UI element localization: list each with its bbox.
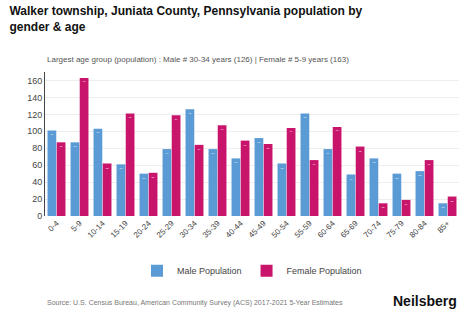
svg-text:25-29: 25-29 — [155, 218, 176, 239]
svg-text:70-74: 70-74 — [362, 218, 383, 239]
svg-text:160: 160 — [27, 76, 42, 86]
svg-text:35-39: 35-39 — [201, 218, 222, 239]
svg-text:80-84: 80-84 — [408, 218, 429, 239]
svg-text:85: 85 — [267, 147, 270, 150]
svg-text:15: 15 — [442, 206, 445, 209]
svg-text:50: 50 — [143, 177, 146, 180]
svg-text:103: 103 — [97, 132, 100, 133]
svg-text:66: 66 — [428, 163, 431, 166]
svg-text:120: 120 — [27, 110, 42, 120]
svg-text:121: 121 — [304, 117, 307, 118]
svg-text:15: 15 — [382, 206, 385, 209]
svg-text:60-64: 60-64 — [316, 218, 337, 239]
svg-text:79: 79 — [166, 152, 169, 155]
svg-text:79: 79 — [327, 152, 330, 155]
svg-text:Source: U.S. Census Bureau, Am: Source: U.S. Census Bureau, American Com… — [47, 299, 343, 307]
svg-text:104: 104 — [290, 131, 293, 132]
svg-text:100: 100 — [27, 126, 42, 136]
svg-text:50-54: 50-54 — [270, 218, 291, 239]
svg-text:119: 119 — [175, 118, 178, 120]
svg-text:65-69: 65-69 — [339, 218, 360, 239]
svg-text:80: 80 — [32, 143, 42, 153]
svg-text:84: 84 — [198, 148, 201, 151]
svg-text:50: 50 — [396, 177, 399, 180]
svg-text:92: 92 — [258, 141, 261, 144]
svg-text:Walker township, Juniata Count: Walker township, Juniata County, Pennsyl… — [9, 4, 362, 34]
svg-text:15-19: 15-19 — [109, 218, 130, 239]
svg-text:20-24: 20-24 — [132, 218, 153, 239]
svg-text:23: 23 — [451, 200, 454, 203]
svg-text:Largest age group (population): Largest age group (population) : Male # … — [47, 55, 349, 64]
svg-text:45-49: 45-49 — [247, 218, 268, 239]
svg-text:60: 60 — [32, 160, 42, 170]
svg-text:82: 82 — [359, 150, 362, 153]
svg-text:79: 79 — [212, 152, 215, 155]
svg-text:49: 49 — [350, 178, 353, 181]
svg-text:55-59: 55-59 — [293, 218, 314, 239]
svg-text:107: 107 — [221, 129, 224, 130]
svg-text:85+: 85+ — [436, 219, 452, 235]
svg-text:Neilsberg: Neilsberg — [393, 293, 457, 309]
svg-text:19: 19 — [405, 203, 408, 206]
svg-text:87: 87 — [74, 145, 77, 148]
svg-text:Female Population: Female Population — [287, 266, 362, 276]
svg-text:163: 163 — [83, 81, 86, 82]
svg-text:68: 68 — [235, 161, 238, 164]
svg-text:40: 40 — [32, 177, 42, 187]
svg-text:40-44: 40-44 — [224, 218, 245, 239]
svg-text:5-9: 5-9 — [69, 218, 84, 233]
svg-text:Male Population: Male Population — [177, 266, 242, 276]
svg-text:101: 101 — [51, 134, 54, 135]
svg-text:68: 68 — [373, 161, 376, 164]
svg-text:0: 0 — [37, 211, 42, 221]
svg-text:10-14: 10-14 — [86, 218, 107, 239]
svg-text:51: 51 — [152, 176, 155, 179]
svg-text:66: 66 — [313, 163, 316, 166]
svg-text:126: 126 — [189, 113, 192, 114]
svg-text:89: 89 — [244, 144, 247, 147]
svg-text:105: 105 — [336, 130, 339, 131]
svg-text:30-34: 30-34 — [178, 218, 199, 239]
svg-text:62: 62 — [281, 167, 284, 170]
svg-text:140: 140 — [27, 93, 42, 103]
svg-text:53: 53 — [419, 174, 422, 177]
svg-text:0-4: 0-4 — [46, 218, 61, 233]
svg-text:61: 61 — [120, 167, 123, 170]
svg-text:87: 87 — [60, 145, 63, 148]
svg-text:20: 20 — [32, 194, 42, 204]
svg-text:121: 121 — [129, 117, 132, 118]
svg-text:75-79: 75-79 — [385, 218, 406, 239]
svg-text:62: 62 — [106, 167, 109, 170]
